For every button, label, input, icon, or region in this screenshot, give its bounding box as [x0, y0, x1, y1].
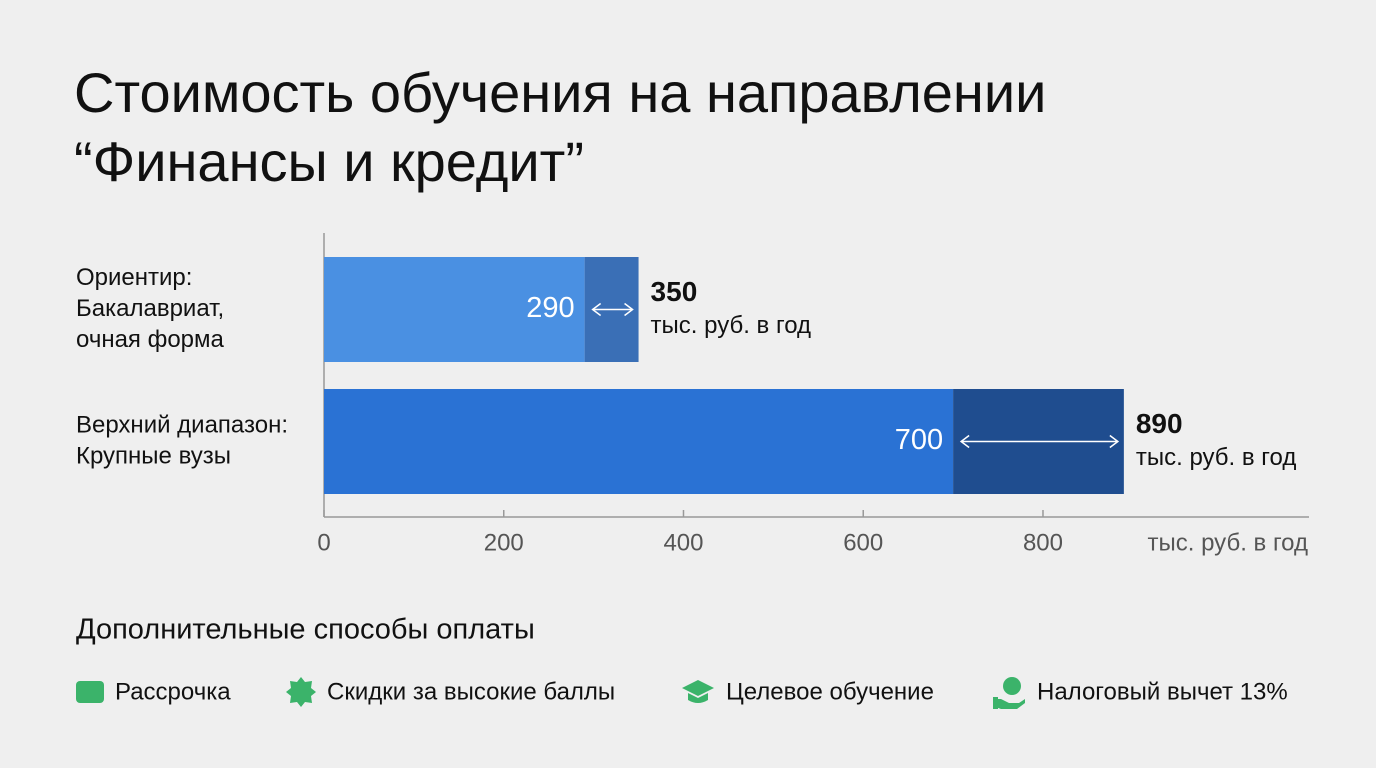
axis-unit: тыс. руб. в год: [1148, 529, 1308, 556]
payment-option: Целевое обучение: [726, 678, 934, 705]
high-label: 890: [1136, 408, 1183, 439]
wallet-icon: [76, 681, 104, 703]
category-detail: очная форма: [76, 326, 225, 353]
x-tick-label: 0: [317, 529, 330, 556]
bar-base: [324, 257, 585, 362]
category-label: Ориентир:: [76, 264, 192, 291]
title-line: Стоимость обучения на направлении: [74, 61, 1046, 124]
section-title: Дополнительные способы оплаты: [76, 614, 535, 646]
cap-icon: [682, 680, 714, 703]
coin-icon: [993, 677, 1025, 709]
arrow-head: [1109, 434, 1120, 449]
x-tick-label: 600: [843, 529, 883, 556]
payment-option: Скидки за высокие баллы: [327, 678, 615, 705]
category-label: Верхний диапазон:: [76, 411, 288, 438]
badge-icon: [286, 677, 316, 707]
x-tick-label: 200: [484, 529, 524, 556]
x-tick-label: 800: [1023, 529, 1063, 556]
title-line: “Финансы и кредит”: [74, 130, 584, 193]
high-label: 350: [651, 276, 698, 307]
bar-base: [324, 389, 954, 494]
payment-option: Налоговый вычет 13%: [1037, 678, 1288, 705]
low-label: 290: [526, 292, 574, 324]
category-detail: Крупные вузы: [76, 442, 231, 469]
payment-option: Рассрочка: [115, 678, 231, 705]
arrow-head: [959, 434, 970, 449]
high-unit: тыс. руб. в год: [651, 312, 811, 339]
icons: [76, 677, 1025, 709]
arrow-head: [624, 302, 634, 317]
low-label: 700: [895, 424, 943, 456]
high-unit: тыс. руб. в год: [1136, 444, 1296, 471]
arrow-head: [591, 302, 602, 317]
x-tick-label: 400: [663, 529, 703, 556]
category-detail: Бакалавриат,: [76, 295, 224, 322]
